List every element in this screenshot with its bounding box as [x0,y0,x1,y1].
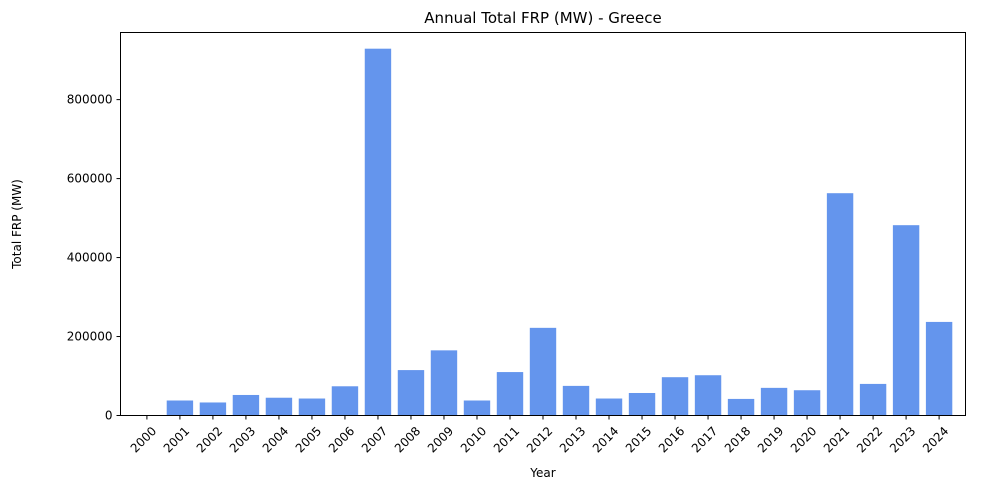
x-tick-label: 2013 [557,424,588,455]
bar-2017 [694,375,722,416]
bar-2011 [496,372,524,416]
x-tick-label: 2001 [161,424,192,455]
x-axis-ticks: 2000 2001 2002 2003 2004 2005 2006 2007 2008 2009… [128,415,951,455]
bar-2010 [463,400,491,416]
bar-2014 [595,398,623,416]
x-tick-label: 2022 [854,424,885,455]
x-tick-label: 2014 [590,424,621,455]
y-axis-label: Total FRP (MW) [10,179,24,270]
y-tick-label: 0 [105,409,113,423]
x-tick-label: 2000 [128,424,159,455]
bar-2024 [925,321,953,416]
x-tick-label: 2024 [920,424,951,455]
x-tick-label: 2017 [689,424,720,455]
x-axis-label: Year [529,466,555,480]
bar-2006 [331,386,359,416]
bar-2020 [793,390,821,416]
x-tick-label: 2020 [788,424,819,455]
x-tick-label: 2023 [887,424,918,455]
bar-2023 [892,225,920,416]
x-tick-label: 2021 [821,424,852,455]
x-tick-label: 2010 [458,424,489,455]
bar-2005 [298,398,326,416]
chart-title: Annual Total FRP (MW) - Greece [424,9,661,27]
x-tick-label: 2002 [194,424,225,455]
x-tick-label: 2019 [755,424,786,455]
bar-2002 [199,402,227,416]
plot-frame [120,32,966,416]
y-tick-label: 400000 [67,251,113,265]
x-tick-label: 2011 [491,424,522,455]
x-tick-label: 2006 [326,424,357,455]
y-tick-label: 200000 [67,330,113,344]
x-tick-label: 2009 [425,424,456,455]
x-tick-label: 2015 [623,424,654,455]
x-tick-label: 2018 [722,424,753,455]
bar-2022 [859,383,887,416]
x-tick-label: 2016 [656,424,687,455]
bar-2003 [232,394,260,416]
bar-2015 [628,392,656,416]
y-tick-label: 800000 [67,93,113,107]
bar-2004 [265,397,293,416]
x-tick-label: 2007 [359,424,390,455]
y-axis-ticks: 0 200000 400000 600000 800000 [67,93,121,423]
x-tick-label: 2008 [392,424,423,455]
bar-2019 [760,387,788,416]
bar-2012 [529,327,557,416]
bar-2001 [166,400,194,416]
bar-2021 [826,193,854,416]
x-tick-label: 2012 [524,424,555,455]
bar-2016 [661,377,689,416]
bar-2007 [364,48,392,416]
bar-2008 [397,370,425,416]
bars-group [166,48,953,416]
bar-2013 [562,385,590,416]
x-tick-label: 2004 [260,424,291,455]
bar-2018 [727,398,755,416]
x-tick-label: 2003 [227,424,258,455]
x-tick-label: 2005 [293,424,324,455]
bar-2009 [430,350,458,416]
y-tick-label: 600000 [67,172,113,186]
